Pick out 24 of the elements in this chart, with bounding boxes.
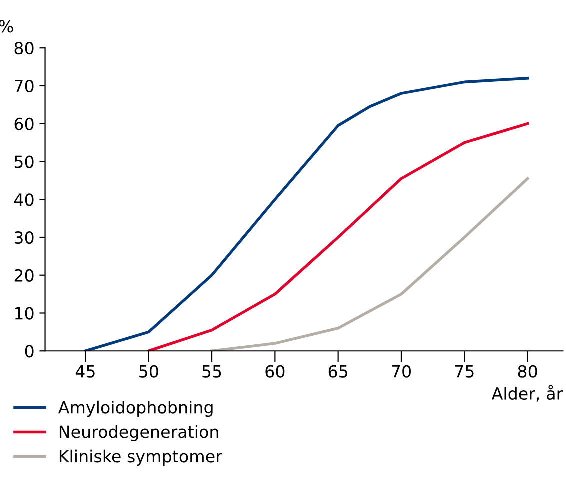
x-tick-label: 75 [455,366,474,378]
y-tick-label: 30 [14,231,34,244]
y-tick-label: 50 [14,156,34,168]
x-tick-label: 70 [392,365,411,378]
legend-label: Neurodegeneration [60,425,218,442]
y-tick-label: 70 [15,80,34,93]
x-tick-label: 50 [140,365,158,378]
x-tick-label: 45 [76,366,95,378]
line-series [147,122,530,352]
y-tick-label: 80 [14,42,34,55]
x-tick-label: 65 [328,365,348,378]
x-axis-title: Alder, år [492,385,564,402]
y-tick-label: 40 [14,194,34,206]
legend-label: Amyloidophobning [58,400,213,418]
line-series [210,177,530,352]
x-tick-label: 55 [202,366,222,378]
line-series [84,77,530,352]
legend-label: Kliniske symptomer [60,450,222,466]
y-tick-label: 0 [25,345,34,358]
y-tick-label: 20 [14,269,34,282]
x-tick-label: 80 [518,365,538,378]
y-tick-label: 10 [15,307,34,320]
y-tick-label: 60 [14,118,34,130]
x-tick-label: 60 [266,365,285,378]
